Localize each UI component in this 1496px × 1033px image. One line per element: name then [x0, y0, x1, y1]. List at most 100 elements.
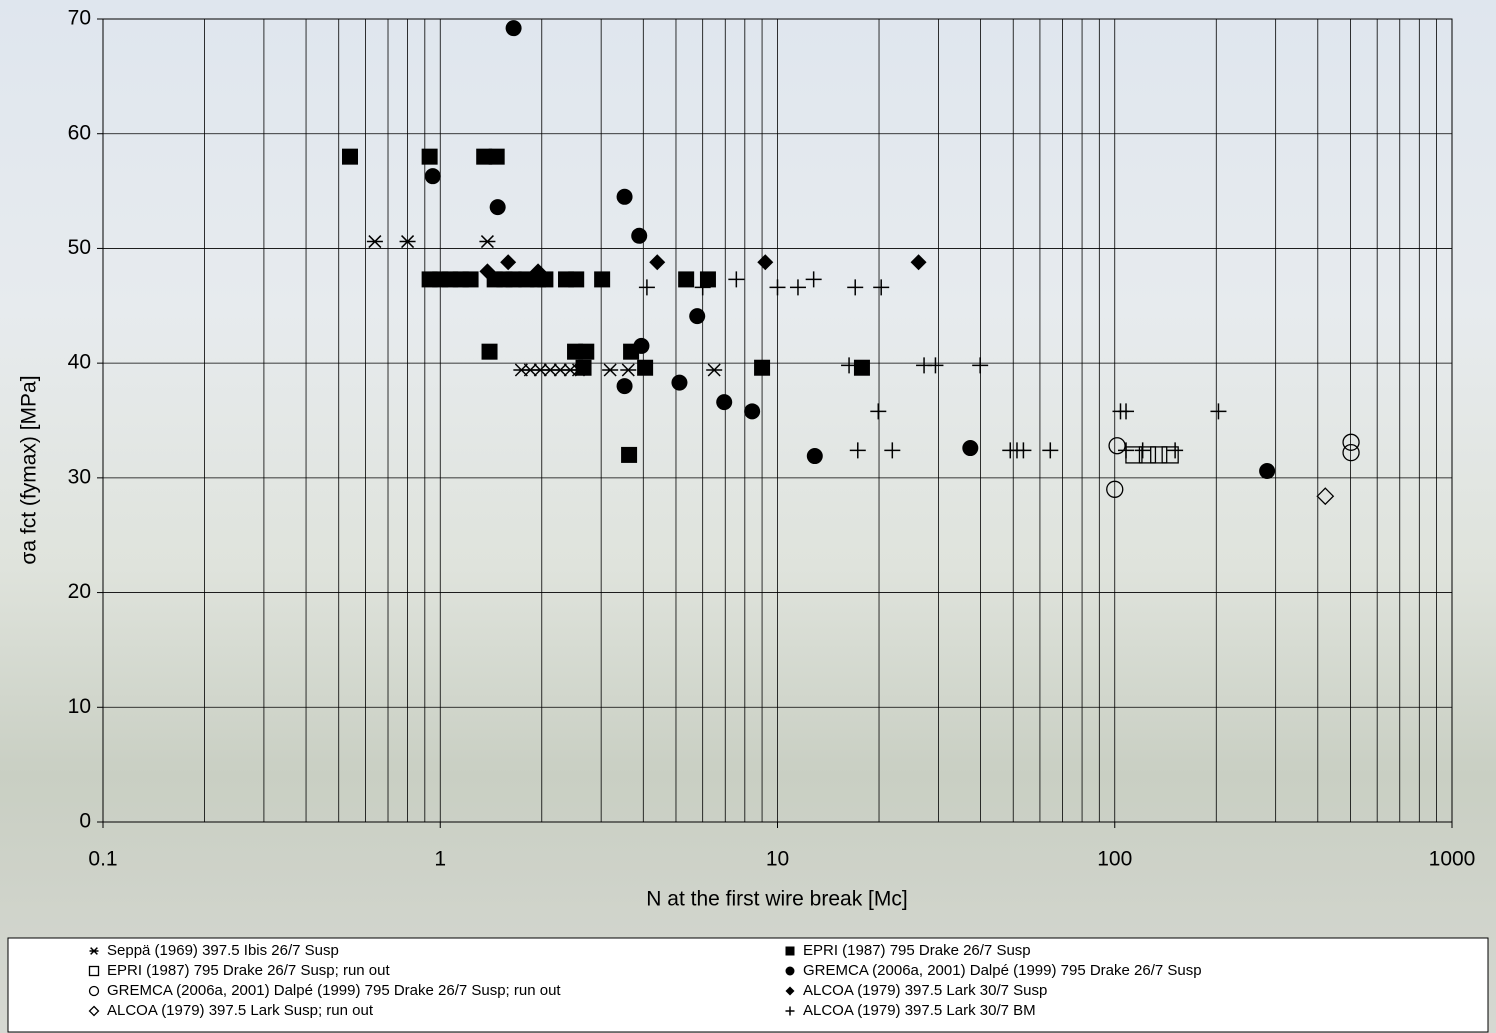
data-point	[505, 20, 522, 37]
data-point	[769, 279, 786, 296]
data-point	[479, 235, 496, 249]
data-point	[366, 235, 383, 249]
data-point	[706, 363, 723, 377]
data-point	[1150, 446, 1168, 464]
data-point	[578, 343, 595, 360]
y-tick-label: 70	[68, 7, 91, 30]
data-point	[1015, 442, 1032, 459]
data-point	[638, 279, 655, 296]
y-tick-label: 30	[68, 465, 91, 488]
y-tick-label: 60	[68, 121, 91, 144]
data-point	[847, 279, 864, 296]
data-point	[620, 363, 637, 377]
data-point	[488, 148, 505, 165]
data-point	[884, 442, 901, 459]
data-point	[806, 448, 823, 465]
data-point	[972, 357, 989, 374]
data-point	[789, 279, 806, 296]
data-point	[421, 148, 438, 165]
data-point	[505, 271, 522, 288]
data-point	[399, 235, 416, 249]
x-tick-label: 1000	[1429, 848, 1476, 871]
data-point	[805, 271, 822, 288]
legend-marker	[785, 966, 795, 976]
data-point	[1118, 403, 1135, 420]
data-point	[1042, 442, 1059, 459]
legend-marker	[88, 1005, 100, 1017]
data-point	[754, 359, 771, 376]
data-point	[602, 363, 619, 377]
data-point	[1210, 403, 1227, 420]
data-point	[962, 440, 979, 457]
data-point	[530, 263, 547, 280]
data-point	[631, 227, 648, 244]
data-point	[694, 279, 711, 296]
legend-label: EPRI (1987) 795 Drake 26/7 Susp; run out	[107, 962, 390, 979]
legend-marker	[785, 946, 795, 956]
legend-label: Seppä (1969) 397.5 Ibis 26/7 Susp	[107, 942, 339, 959]
y-tick-label: 40	[68, 351, 91, 374]
data-point	[927, 357, 944, 374]
legend-label: GREMCA (2006a, 2001) Dalpé (1999) 795 Dr…	[107, 982, 561, 999]
data-point	[575, 359, 592, 376]
x-axis-title: N at the first wire break [Mc]	[646, 888, 907, 911]
y-axis-title: σa fct (fymax) [MPa]	[18, 375, 41, 564]
legend-label: EPRI (1987) 795 Drake 26/7 Susp	[803, 942, 1031, 959]
legend-box	[7, 937, 1489, 1033]
data-point	[1118, 442, 1135, 459]
data-point	[616, 378, 633, 395]
y-tick-label: 10	[68, 695, 91, 718]
data-point	[716, 394, 733, 411]
legend-label: GREMCA (2006a, 2001) Dalpé (1999) 795 Dr…	[803, 962, 1202, 979]
y-tick-label: 20	[68, 580, 91, 603]
legend-marker	[89, 947, 99, 955]
data-point	[479, 263, 496, 280]
data-point	[1342, 433, 1360, 451]
data-point	[699, 271, 716, 288]
legend-marker	[88, 965, 100, 977]
data-point	[616, 188, 633, 205]
data-point	[500, 254, 517, 271]
data-point	[649, 254, 666, 271]
data-point	[873, 279, 890, 296]
data-point	[1108, 437, 1126, 455]
data-point	[728, 271, 745, 288]
data-point	[853, 359, 870, 376]
data-point	[1316, 487, 1335, 506]
y-tick-label: 0	[79, 810, 91, 833]
data-point	[910, 254, 927, 271]
data-point	[1259, 462, 1276, 479]
x-tick-label: 100	[1097, 848, 1132, 871]
data-point	[1342, 443, 1360, 462]
data-point	[481, 343, 498, 360]
data-point	[594, 271, 611, 288]
data-point	[424, 168, 441, 185]
data-point	[476, 148, 493, 165]
data-point	[637, 359, 654, 376]
legend-marker	[785, 1006, 795, 1016]
legend-label: ALCOA (1979) 397.5 Lark 30/7 BM	[803, 1002, 1036, 1019]
data-point	[689, 308, 706, 325]
x-tick-label: 10	[766, 848, 789, 871]
data-point	[841, 357, 858, 374]
data-point	[870, 403, 887, 420]
data-point	[1161, 446, 1179, 464]
legend-marker	[785, 986, 795, 996]
data-point	[678, 271, 695, 288]
x-tick-label: 0.1	[88, 848, 117, 871]
data-point	[341, 148, 358, 165]
x-tick-label: 1	[434, 848, 446, 871]
legend-label: ALCOA (1979) 397.5 Lark 30/7 Susp	[803, 982, 1047, 999]
data-point	[489, 199, 506, 216]
data-point	[671, 374, 688, 391]
y-tick-label: 50	[68, 236, 91, 259]
data-point	[744, 403, 761, 420]
data-point	[462, 271, 479, 288]
data-point	[1138, 446, 1157, 464]
data-point	[1106, 480, 1124, 498]
legend-label: ALCOA (1979) 397.5 Lark Susp; run out	[107, 1002, 374, 1019]
data-point	[849, 442, 866, 459]
data-point	[621, 446, 638, 463]
